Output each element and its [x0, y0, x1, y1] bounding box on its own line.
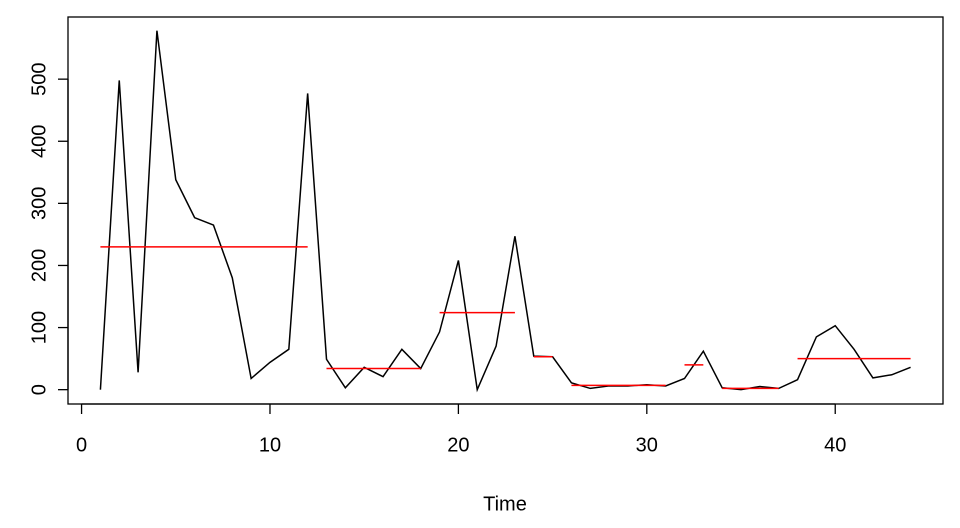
y-tick-label: 100	[28, 311, 50, 344]
x-tick-label: 20	[447, 434, 469, 456]
y-tick-label: 500	[28, 62, 50, 95]
x-tick-label: 10	[259, 434, 281, 456]
series-line	[99, 30, 911, 393]
x-tick-label: 40	[824, 434, 846, 456]
x-tick-label: 30	[636, 434, 658, 456]
y-tick-label: 400	[28, 125, 50, 158]
y-tick-label: 0	[28, 384, 50, 395]
x-axis-label: Time	[483, 493, 527, 515]
y-tick-label: 300	[28, 187, 50, 220]
x-tick-label: 0	[76, 434, 87, 456]
y-tick-label: 200	[28, 249, 50, 282]
